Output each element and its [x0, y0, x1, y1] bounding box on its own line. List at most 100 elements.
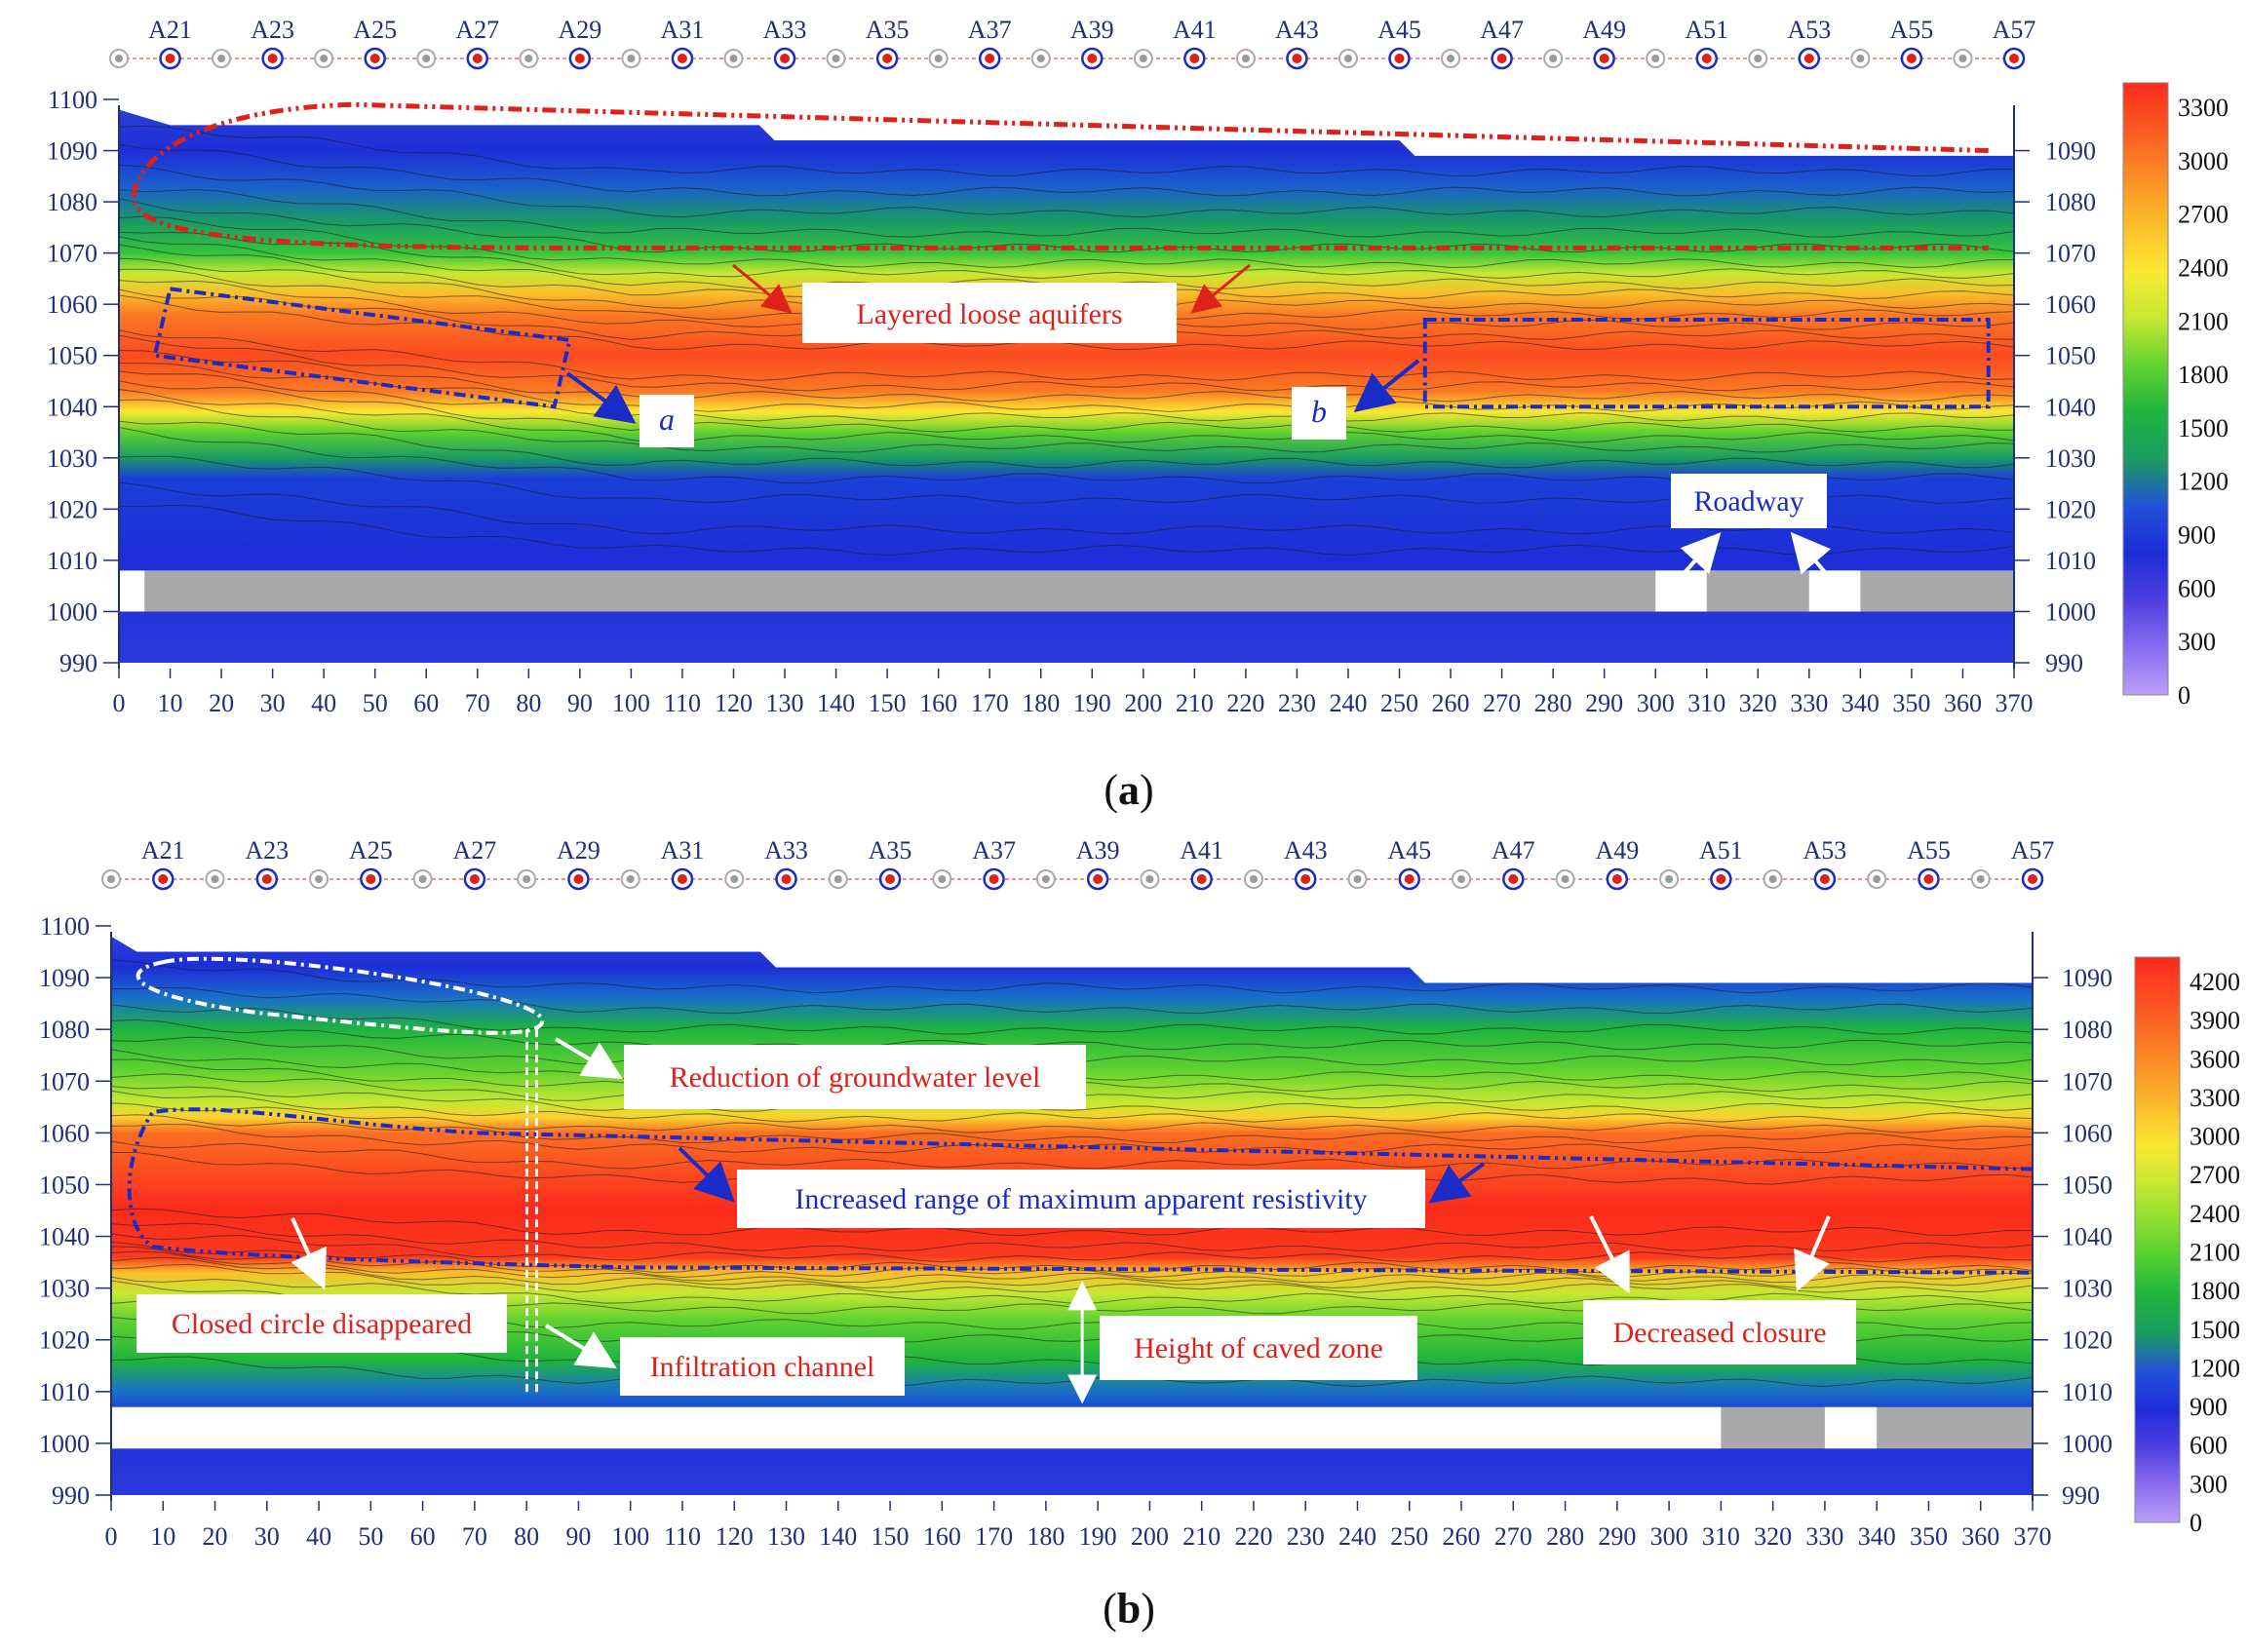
colorbar	[2134, 956, 2181, 1523]
colorbar-tick-label: 2100	[2190, 1239, 2240, 1267]
y-tick-label-right: 1070	[2045, 240, 2096, 268]
electrode-core	[677, 874, 687, 884]
x-tick-label: 210	[1176, 689, 1214, 717]
colorbar-tick-label: 0	[2190, 1509, 2202, 1537]
electrode-core-minor	[1145, 875, 1154, 883]
y-tick-label-left: 1040	[47, 393, 97, 421]
electrode-core-minor	[1353, 875, 1362, 883]
electrode-core	[1292, 54, 1302, 63]
x-tick-label: 70	[465, 689, 490, 717]
electrode-core	[1300, 874, 1311, 884]
colorbar-tick-label: 3300	[2178, 94, 2229, 122]
x-tick-label: 50	[358, 1522, 383, 1551]
x-tick-label: 370	[2014, 1522, 2052, 1551]
resistivity-label-box	[737, 1170, 1425, 1228]
colorbar-tick-label: 600	[2190, 1432, 2228, 1460]
electrode-core-minor	[523, 875, 531, 883]
x-tick-label: 50	[363, 689, 388, 717]
electrode-core-minor	[211, 875, 219, 883]
x-tick-label: 220	[1234, 1522, 1272, 1551]
contour-line	[118, 380, 2015, 433]
y-tick-label-right: 990	[2045, 649, 2083, 677]
x-tick-label: 260	[1432, 689, 1470, 717]
electrode-core	[261, 874, 272, 884]
electrode-core	[158, 874, 169, 884]
electrode-core	[1093, 874, 1104, 884]
electrode-label: A37	[968, 16, 1012, 44]
y-tick-label-left: 1050	[39, 1171, 90, 1199]
electrode-core	[1803, 54, 1814, 63]
electrode-core-minor	[627, 55, 636, 62]
electrode-core	[469, 874, 480, 884]
contour-line	[118, 143, 2015, 197]
x-tick-label: 340	[1841, 689, 1880, 717]
colorbar-tick-label: 3000	[2190, 1123, 2240, 1151]
y-tick-label-right: 1020	[2062, 1326, 2112, 1355]
electrode-core-minor	[729, 55, 738, 62]
electrode-core-minor	[626, 875, 635, 883]
electrode-core-minor	[1343, 55, 1352, 62]
y-tick-label-right: 1070	[2062, 1067, 2112, 1095]
x-tick-label: 0	[105, 1522, 118, 1551]
y-tick-label-left: 1060	[47, 290, 97, 319]
contour-line	[118, 420, 2015, 469]
infiltration-arrow	[544, 1324, 617, 1369]
electrode-label: A45	[1377, 16, 1421, 44]
y-tick-label-left: 1070	[47, 240, 97, 268]
colorbar-tick-label: 3600	[2190, 1045, 2240, 1073]
electrode-core-minor	[217, 55, 226, 62]
x-tick-label: 170	[971, 689, 1009, 717]
closure-arrow-left	[1589, 1215, 1630, 1294]
contour-line	[118, 231, 2015, 280]
colorbar-tick-label: 3000	[2178, 147, 2229, 175]
electrode-label: A57	[1993, 16, 2036, 44]
x-tick-label: 220	[1226, 689, 1264, 717]
contour-line	[118, 370, 2015, 422]
electrode-label: A27	[455, 16, 499, 44]
contour-line	[110, 959, 2034, 994]
contour-line	[118, 329, 2015, 381]
electrode-label: A23	[245, 836, 289, 864]
colorbar-tick-label: 1200	[2190, 1354, 2240, 1382]
colorbar-tick-label: 3900	[2190, 1007, 2240, 1035]
aquifer-arrow-left	[732, 263, 793, 314]
caved-zone-label: Height of caved zone	[1134, 1332, 1383, 1364]
x-tick-label: 230	[1278, 689, 1316, 717]
electrode-label: A37	[972, 836, 1016, 864]
y-tick-label-right: 1060	[2062, 1119, 2112, 1147]
electrode-label: A35	[866, 16, 910, 44]
x-tick-label: 100	[612, 689, 650, 717]
coal-seam	[144, 570, 2014, 612]
closed-circle-label-box	[136, 1294, 507, 1353]
aquifer-envelope	[131, 101, 1989, 250]
contour-line	[110, 1140, 2034, 1170]
x-tick-label: 80	[516, 689, 541, 717]
y-tick-label-right: 1060	[2045, 290, 2096, 319]
x-tick-label: 180	[1027, 1522, 1065, 1551]
region-a-outline	[152, 287, 572, 409]
x-tick-label: 0	[113, 689, 126, 717]
colorbar-tick-label: 2700	[2178, 201, 2229, 229]
x-tick-label: 270	[1494, 1522, 1532, 1551]
colorbar-tick-label: 4200	[2190, 968, 2240, 996]
electrode-core	[1189, 54, 1200, 63]
x-tick-label: 350	[1892, 689, 1930, 717]
goaf-zone	[111, 1406, 1722, 1449]
x-tick-label: 330	[1805, 1522, 1843, 1551]
electrode-core-minor	[107, 875, 115, 883]
x-tick-label: 160	[919, 689, 957, 717]
groundwater-label-box	[624, 1045, 1086, 1109]
x-tick-label: 90	[567, 689, 593, 717]
colorbar-tick-label: 300	[2178, 628, 2216, 656]
panel-a: 9901000101010201030104010501060107010801…	[47, 16, 2229, 717]
electrode-core-minor	[1249, 875, 1258, 883]
electrode-label: A43	[1284, 836, 1328, 864]
y-tick-label-left: 1010	[39, 1378, 90, 1406]
electrode-core-minor	[418, 875, 427, 883]
contour-line	[110, 1018, 2034, 1051]
electrode-core-minor	[524, 55, 533, 62]
electrode-core-minor	[315, 875, 324, 883]
y-tick-label-left: 1100	[40, 912, 90, 941]
x-tick-label: 290	[1598, 1522, 1636, 1551]
x-tick-label: 120	[715, 689, 753, 717]
